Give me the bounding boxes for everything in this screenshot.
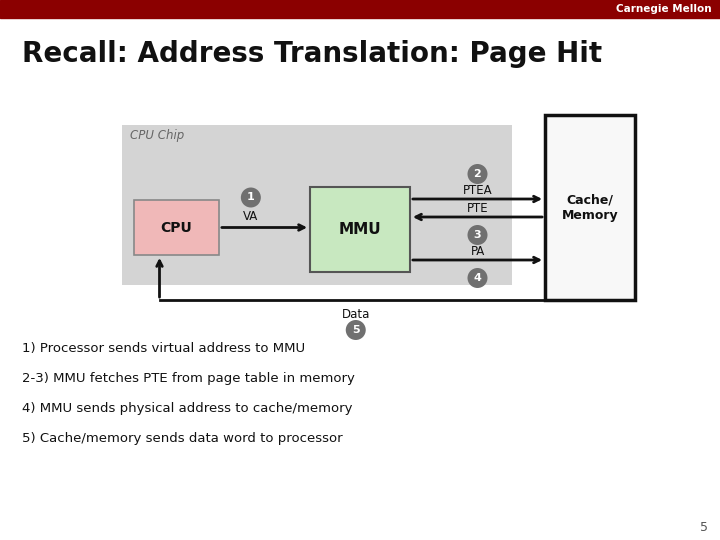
Text: MMU: MMU	[338, 222, 382, 237]
Text: 4: 4	[474, 273, 482, 283]
Text: PTEA: PTEA	[463, 184, 492, 197]
Circle shape	[467, 268, 487, 288]
Bar	[545, 115, 635, 300]
Text: CPU Chip: CPU Chip	[130, 129, 184, 142]
Text: 5: 5	[352, 325, 359, 335]
Circle shape	[346, 320, 366, 340]
Bar	[310, 187, 410, 272]
Bar	[0, 0, 720, 18]
Text: 3: 3	[474, 230, 481, 240]
Text: 2-3) MMU fetches PTE from page table in memory: 2-3) MMU fetches PTE from page table in …	[22, 372, 355, 385]
Circle shape	[241, 187, 261, 207]
Circle shape	[467, 164, 487, 184]
Text: PTE: PTE	[467, 202, 488, 215]
Text: Carnegie Mellon: Carnegie Mellon	[616, 4, 712, 14]
Text: Data: Data	[341, 308, 370, 321]
Text: VA: VA	[243, 210, 258, 222]
Text: 5: 5	[700, 521, 708, 534]
Bar	[134, 200, 219, 255]
Bar	[122, 125, 512, 285]
Text: CPU: CPU	[161, 220, 192, 234]
Text: 4) MMU sends physical address to cache/memory: 4) MMU sends physical address to cache/m…	[22, 402, 353, 415]
Text: Recall: Address Translation: Page Hit: Recall: Address Translation: Page Hit	[22, 40, 602, 68]
Text: 2: 2	[474, 169, 482, 179]
Text: 5) Cache/memory sends data word to processor: 5) Cache/memory sends data word to proce…	[22, 432, 343, 445]
Text: PA: PA	[470, 245, 485, 258]
Circle shape	[467, 225, 487, 245]
Text: 1: 1	[247, 192, 255, 202]
Text: 1) Processor sends virtual address to MMU: 1) Processor sends virtual address to MM…	[22, 342, 305, 355]
Text: Cache/
Memory: Cache/ Memory	[562, 193, 618, 221]
